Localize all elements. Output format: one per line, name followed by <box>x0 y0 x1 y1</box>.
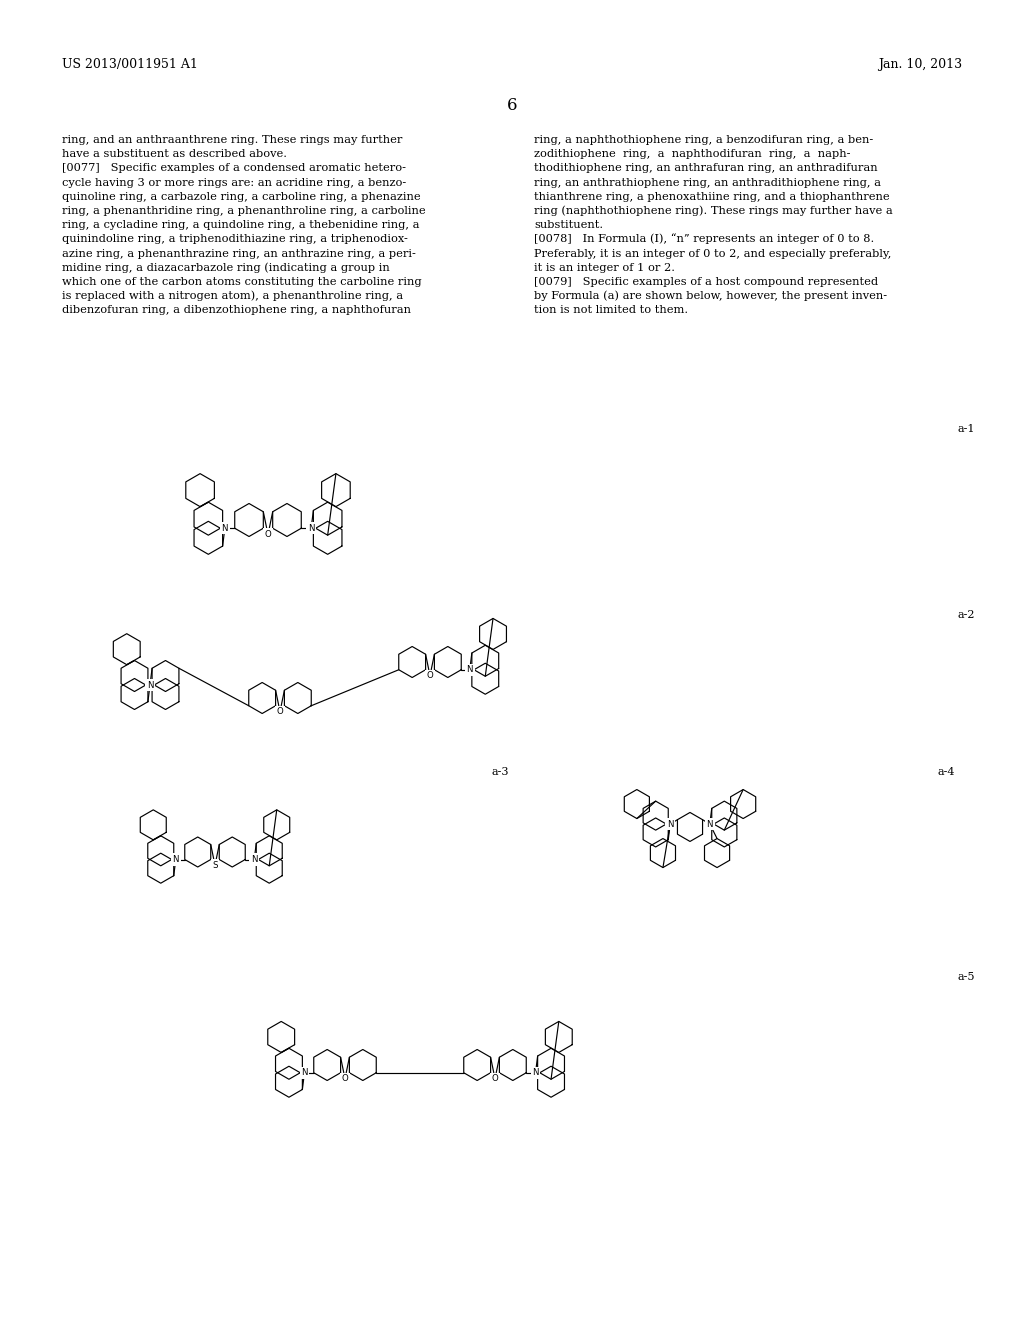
Text: [0079]   Specific examples of a host compound represented: [0079] Specific examples of a host compo… <box>534 277 879 286</box>
Text: 6: 6 <box>507 96 517 114</box>
Text: N: N <box>707 820 713 829</box>
Text: US 2013/0011951 A1: US 2013/0011951 A1 <box>62 58 198 71</box>
Text: cycle having 3 or more rings are: an acridine ring, a benzo-: cycle having 3 or more rings are: an acr… <box>62 178 407 187</box>
Text: O: O <box>492 1074 499 1084</box>
Text: ring, a naphthothiophene ring, a benzodifuran ring, a ben-: ring, a naphthothiophene ring, a benzodi… <box>534 135 873 145</box>
Text: quinoline ring, a carbazole ring, a carboline ring, a phenazine: quinoline ring, a carbazole ring, a carb… <box>62 191 421 202</box>
Text: [0077]   Specific examples of a condensed aromatic hetero-: [0077] Specific examples of a condensed … <box>62 164 406 173</box>
Text: it is an integer of 1 or 2.: it is an integer of 1 or 2. <box>534 263 675 273</box>
Text: thodithiophene ring, an anthrafuran ring, an anthradifuran: thodithiophene ring, an anthrafuran ring… <box>534 164 878 173</box>
Text: [0078]   In Formula (I), “n” represents an integer of 0 to 8.: [0078] In Formula (I), “n” represents an… <box>534 234 874 244</box>
Text: tion is not limited to them.: tion is not limited to them. <box>534 305 688 315</box>
Text: a-1: a-1 <box>958 424 976 434</box>
Text: Preferably, it is an integer of 0 to 2, and especially preferably,: Preferably, it is an integer of 0 to 2, … <box>534 248 891 259</box>
Text: N: N <box>146 681 154 689</box>
Text: N: N <box>532 1068 539 1077</box>
Text: a-5: a-5 <box>958 972 976 982</box>
Text: N: N <box>221 524 228 533</box>
Text: a-3: a-3 <box>492 767 510 777</box>
Text: have a substituent as described above.: have a substituent as described above. <box>62 149 287 160</box>
Text: O: O <box>342 1074 348 1084</box>
Text: which one of the carbon atoms constituting the carboline ring: which one of the carbon atoms constituti… <box>62 277 422 286</box>
Text: N: N <box>308 524 314 533</box>
Text: ring, an anthrathiophene ring, an anthradithiophene ring, a: ring, an anthrathiophene ring, an anthra… <box>534 178 881 187</box>
Text: by Formula (a) are shown below, however, the present inven-: by Formula (a) are shown below, however,… <box>534 290 887 301</box>
Text: O: O <box>276 708 284 717</box>
Text: quinindoline ring, a triphenodithiazine ring, a triphenodiox-: quinindoline ring, a triphenodithiazine … <box>62 235 408 244</box>
Text: N: N <box>251 855 257 865</box>
Text: S: S <box>212 861 218 870</box>
Text: ring, a cycladine ring, a quindoline ring, a thebenidine ring, a: ring, a cycladine ring, a quindoline rin… <box>62 220 420 230</box>
Text: Jan. 10, 2013: Jan. 10, 2013 <box>878 58 962 71</box>
Text: ring, a phenanthridine ring, a phenanthroline ring, a carboline: ring, a phenanthridine ring, a phenanthr… <box>62 206 426 216</box>
Text: azine ring, a phenanthrazine ring, an anthrazine ring, a peri-: azine ring, a phenanthrazine ring, an an… <box>62 248 416 259</box>
Text: a-4: a-4 <box>938 767 955 777</box>
Text: zodithiophene  ring,  a  naphthodifuran  ring,  a  naph-: zodithiophene ring, a naphthodifuran rin… <box>534 149 851 160</box>
Text: N: N <box>667 820 674 829</box>
Text: O: O <box>264 531 271 539</box>
Text: N: N <box>301 1068 307 1077</box>
Text: substituent.: substituent. <box>534 220 603 230</box>
Text: O: O <box>427 671 433 680</box>
Text: ring (naphthothiophene ring). These rings may further have a: ring (naphthothiophene ring). These ring… <box>534 206 893 216</box>
Text: N: N <box>467 665 473 675</box>
Text: a-2: a-2 <box>958 610 976 620</box>
Text: dibenzofuran ring, a dibenzothiophene ring, a naphthofuran: dibenzofuran ring, a dibenzothiophene ri… <box>62 305 411 315</box>
Text: N: N <box>172 855 179 865</box>
Text: midine ring, a diazacarbazole ring (indicating a group in: midine ring, a diazacarbazole ring (indi… <box>62 263 390 273</box>
Text: is replaced with a nitrogen atom), a phenanthroline ring, a: is replaced with a nitrogen atom), a phe… <box>62 290 403 301</box>
Text: thianthrene ring, a phenoxathiine ring, and a thiophanthrene: thianthrene ring, a phenoxathiine ring, … <box>534 191 890 202</box>
Text: ring, and an anthraanthrene ring. These rings may further: ring, and an anthraanthrene ring. These … <box>62 135 402 145</box>
